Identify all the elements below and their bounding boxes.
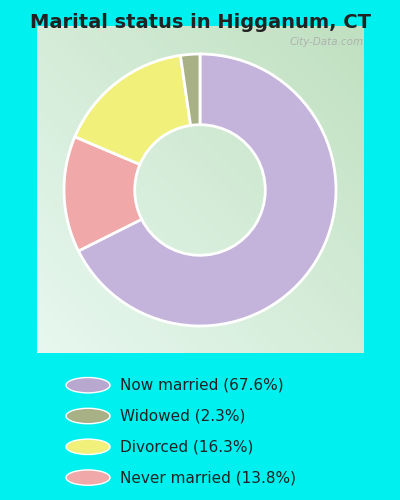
Circle shape [66, 439, 110, 454]
Wedge shape [180, 54, 200, 126]
Text: Divorced (16.3%): Divorced (16.3%) [120, 440, 253, 454]
Wedge shape [75, 56, 190, 164]
Circle shape [66, 470, 110, 486]
Text: Now married (67.6%): Now married (67.6%) [120, 378, 284, 392]
Text: Marital status in Higganum, CT: Marital status in Higganum, CT [30, 12, 370, 32]
Text: Never married (13.8%): Never married (13.8%) [120, 470, 296, 485]
Circle shape [66, 378, 110, 393]
Wedge shape [64, 137, 142, 251]
Text: Widowed (2.3%): Widowed (2.3%) [120, 408, 245, 424]
Wedge shape [78, 54, 336, 326]
Text: City-Data.com: City-Data.com [289, 37, 363, 47]
Circle shape [66, 408, 110, 424]
